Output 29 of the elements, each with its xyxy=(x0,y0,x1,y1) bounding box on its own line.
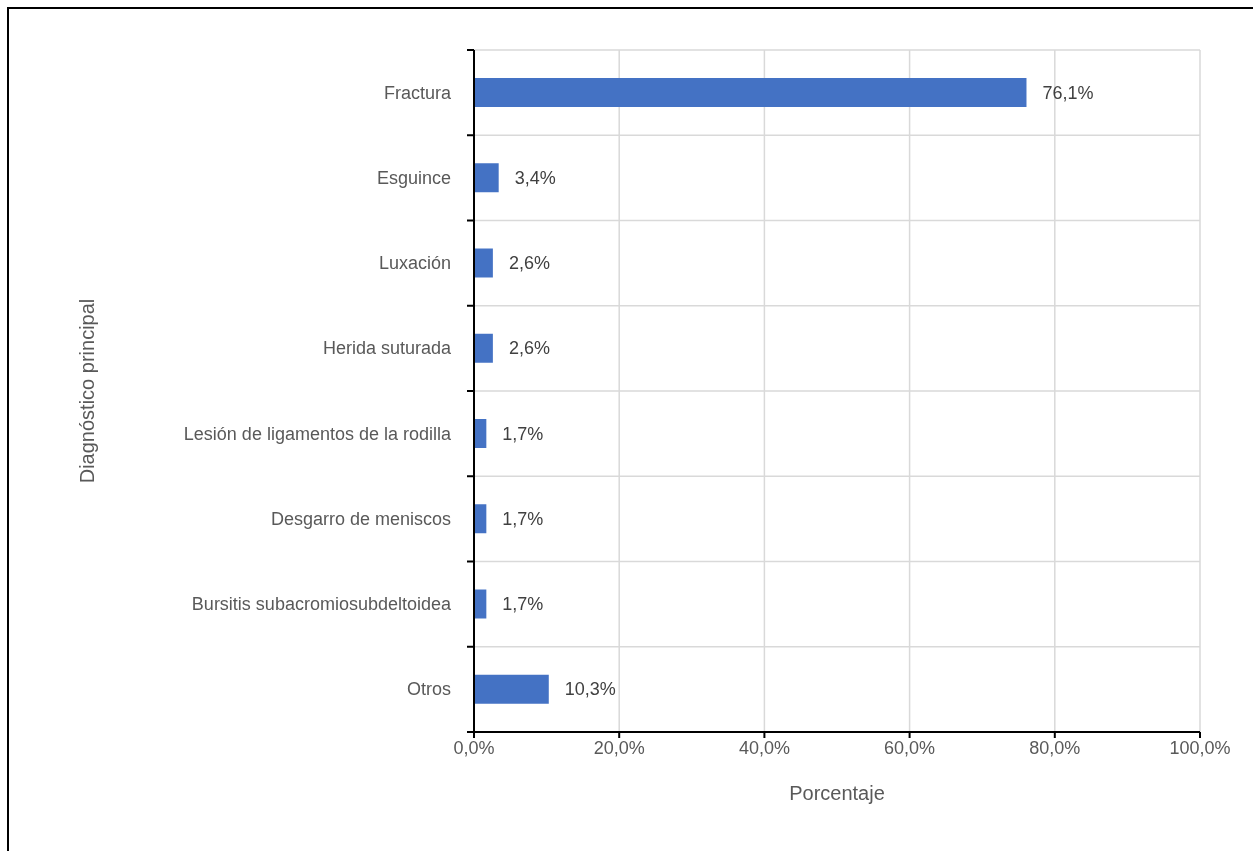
data-label: 76,1% xyxy=(1042,82,1094,103)
y-tick-label: Fractura xyxy=(383,82,452,103)
x-axis-title: Porcentaje xyxy=(789,782,885,804)
y-tick-label: Otros xyxy=(406,679,451,700)
y-axis-title: Diagnóstico principal xyxy=(76,298,98,484)
x-tick-label: 100,0% xyxy=(1169,737,1231,758)
data-label: 1,7% xyxy=(502,594,544,614)
bar xyxy=(474,674,549,704)
y-tick-label: Herida suturada xyxy=(322,338,452,359)
y-tick-label: Luxación xyxy=(378,253,451,274)
y-tick-label: Esguince xyxy=(376,167,451,188)
x-tick-label: 20,0% xyxy=(593,737,645,758)
y-tick-label: Lesión de ligamentos de la rodilla xyxy=(183,423,452,444)
x-tick-label: 0,0% xyxy=(453,737,495,758)
x-tick-label: 40,0% xyxy=(738,737,790,758)
bar xyxy=(474,248,493,278)
bar xyxy=(474,163,499,193)
data-label: 10,3% xyxy=(564,679,616,700)
y-tick-label: Bursitis subacromiosubdeltoidea xyxy=(191,594,452,615)
data-label: 1,7% xyxy=(502,508,544,529)
y-tick-label: Desgarro de meniscos xyxy=(270,508,451,529)
data-label: 2,6% xyxy=(508,253,550,273)
bar xyxy=(474,333,493,363)
bar xyxy=(474,78,1027,107)
x-tick-label: 80,0% xyxy=(1029,737,1081,758)
x-tick-label: 60,0% xyxy=(884,737,936,758)
data-label: 2,6% xyxy=(508,338,550,359)
data-label: 3,4% xyxy=(514,167,556,188)
data-label: 1,7% xyxy=(502,423,544,444)
